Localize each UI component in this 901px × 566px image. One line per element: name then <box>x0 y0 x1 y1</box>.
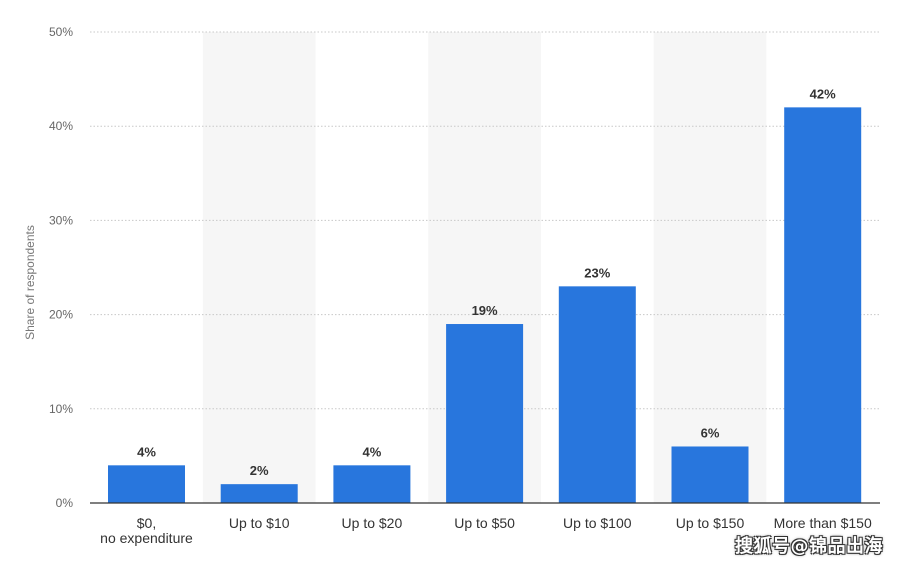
watermark: 搜狐号@锦品出海 <box>735 536 883 557</box>
data-label: 4% <box>363 444 382 459</box>
x-tick-label: Up to $150 <box>676 515 745 531</box>
bar <box>220 484 298 503</box>
y-axis-label: Share of respondents <box>23 225 37 340</box>
y-axis-ticks: 0% 10% 20% 30% 40% 50% <box>49 25 73 510</box>
bar <box>333 465 411 503</box>
y-tick-label: 10% <box>49 402 73 416</box>
bar <box>108 465 185 503</box>
column-shading <box>202 32 767 503</box>
x-tick-label: More than $150 <box>774 515 872 531</box>
x-tick-label: Up to $100 <box>563 515 632 531</box>
x-tick-label: Up to $10 <box>229 515 290 531</box>
data-labels: 4% 2% 4% 19% 23% 6% 42% <box>137 86 836 478</box>
x-tick-label: Up to $50 <box>454 515 515 531</box>
y-tick-label: 50% <box>49 25 73 39</box>
data-label: 42% <box>810 86 836 101</box>
bar <box>784 107 862 504</box>
y-tick-label: 30% <box>49 213 73 227</box>
bar <box>446 324 524 503</box>
column-shade <box>202 32 316 503</box>
data-label: 4% <box>137 444 156 459</box>
x-axis-ticks: $0, no expenditure Up to $10 Up to $20 Up to… <box>100 515 872 546</box>
column-shade <box>653 32 767 503</box>
x-tick-label: $0, no expenditure <box>100 515 193 546</box>
data-label: 23% <box>584 265 610 280</box>
bar <box>671 446 749 503</box>
y-tick-label: 0% <box>56 496 74 510</box>
y-tick-label: 40% <box>49 119 73 133</box>
bar <box>558 286 636 503</box>
y-tick-label: 20% <box>49 308 73 322</box>
data-label: 19% <box>472 303 498 318</box>
data-label: 2% <box>250 463 269 478</box>
gridlines <box>90 31 880 410</box>
x-tick-label: Up to $20 <box>342 515 403 531</box>
bars <box>108 107 862 504</box>
data-label: 6% <box>701 425 720 440</box>
